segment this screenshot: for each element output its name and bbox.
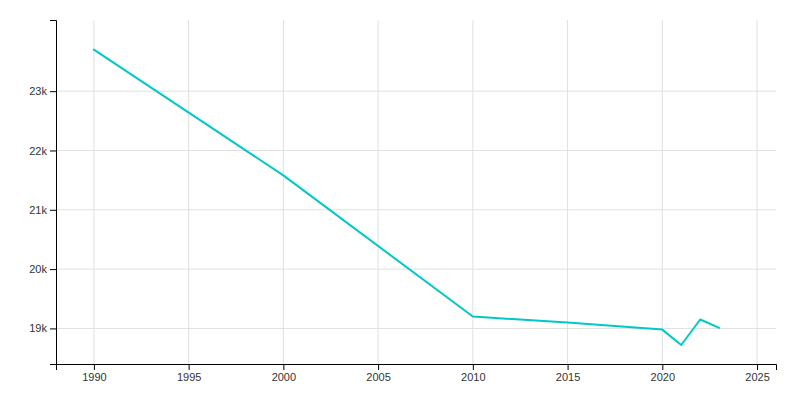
grid-line-y [56, 91, 776, 92]
x-axis-line [57, 365, 777, 371]
y-tick: 19k [29, 322, 56, 334]
y-tick-mark [50, 150, 56, 151]
x-tick: 1995 [177, 364, 201, 383]
x-tick-label: 2025 [745, 371, 769, 383]
x-tick-label: 1995 [177, 371, 201, 383]
y-axis: 19k 20k 21k 22k 23k [29, 21, 56, 365]
x-tick-mark [189, 364, 190, 370]
grid-line-x [283, 20, 284, 364]
x-tick-mark [757, 364, 758, 370]
y-tick: 22k [29, 145, 56, 157]
y-tick: 23k [29, 85, 56, 97]
y-tick-mark [50, 328, 56, 329]
grid-line-y [56, 328, 776, 329]
grid-line-x [757, 20, 758, 364]
x-tick: 1990 [82, 364, 106, 383]
x-tick-label: 2015 [556, 371, 580, 383]
grid-line-y [56, 209, 776, 210]
grid-line-x [567, 20, 568, 364]
y-tick-label: 20k [29, 263, 47, 275]
x-tick-mark [568, 364, 569, 370]
x-tick-label: 2010 [461, 371, 485, 383]
y-tick: 21k [29, 204, 56, 216]
y-tick: 20k [29, 263, 56, 275]
x-tick-mark [283, 364, 284, 370]
data-line [94, 50, 719, 345]
x-tick-label: 2020 [651, 371, 675, 383]
x-tick: 2025 [745, 364, 769, 383]
x-tick-mark [473, 364, 474, 370]
x-tick-mark [94, 364, 95, 370]
y-tick-mark [50, 210, 56, 211]
marks [94, 50, 719, 345]
x-tick: 2005 [366, 364, 390, 383]
x-tick-label: 1990 [82, 371, 106, 383]
y-tick-mark [50, 269, 56, 270]
x-tick: 2000 [272, 364, 296, 383]
grid [56, 20, 776, 364]
x-axis: 1990 1995 2000 2005 2010 2015 2020 2025 [57, 364, 777, 383]
grid-line-x [188, 20, 189, 364]
grid-line-y [56, 269, 776, 270]
x-tick-label: 2000 [272, 371, 296, 383]
x-tick-mark [378, 364, 379, 370]
grid-line-x [93, 20, 94, 364]
y-tick-label: 21k [29, 204, 47, 216]
y-tick-label: 22k [29, 145, 47, 157]
x-tick-label: 2005 [366, 371, 390, 383]
x-tick: 2020 [651, 364, 675, 383]
grid-line-y [56, 150, 776, 151]
x-tick: 2015 [556, 364, 580, 383]
grid-line-x [378, 20, 379, 364]
y-tick-label: 19k [29, 322, 47, 334]
chart-svg: 1990 1995 2000 2005 2010 2015 2020 2025 19k 20k 21… [0, 0, 800, 400]
x-tick-mark [662, 364, 663, 370]
y-tick-mark [50, 91, 56, 92]
grid-line-x [472, 20, 473, 364]
chart-container: 1990 1995 2000 2005 2010 2015 2020 2025 19k 20k 21… [0, 0, 800, 400]
grid-line-x [662, 20, 663, 364]
plot-area: 1990 1995 2000 2005 2010 2015 2020 2025 19k 20k 21… [29, 20, 776, 383]
x-tick: 2010 [461, 364, 485, 383]
y-tick-label: 23k [29, 85, 47, 97]
y-axis-line [50, 21, 57, 365]
